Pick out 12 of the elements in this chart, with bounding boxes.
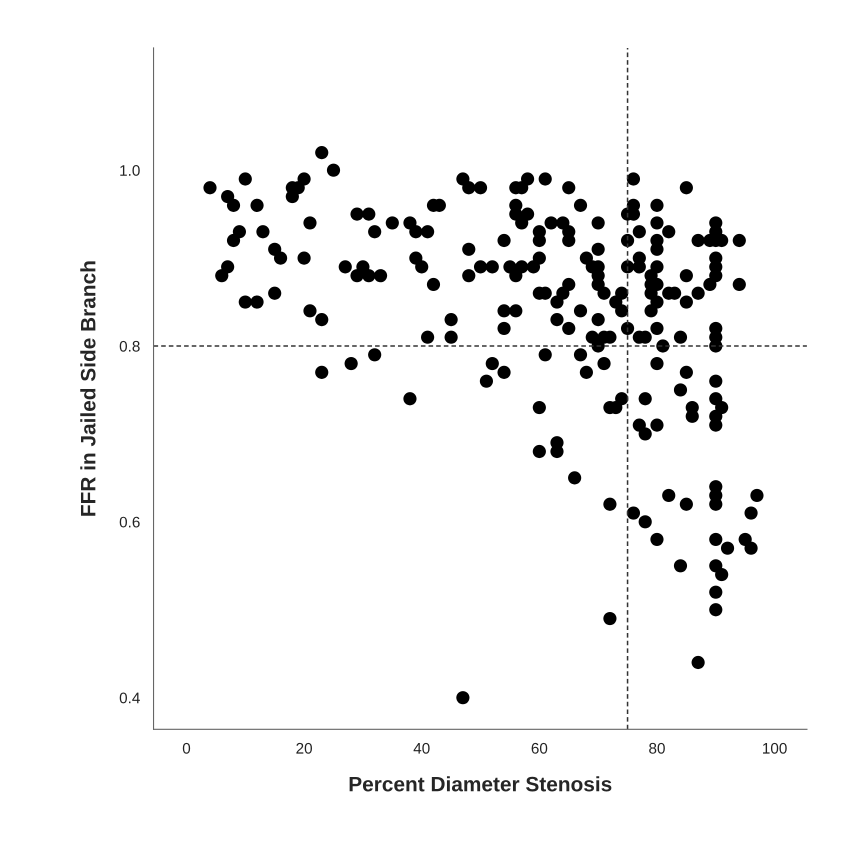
- x-tick-label: 80: [649, 742, 665, 754]
- y-tick-label: 1.0: [120, 165, 140, 176]
- x-tick-label: 60: [532, 742, 548, 754]
- x-tick-label: 20: [296, 742, 312, 754]
- y-axis-title: FFR in Jailed Side Branch: [80, 261, 96, 516]
- x-tick-label: 100: [763, 742, 787, 754]
- x-axis-title: Percent Diameter Stenosis: [350, 776, 612, 792]
- y-tick-label: 0.6: [120, 516, 140, 528]
- y-tick-label: 0.8: [120, 340, 140, 352]
- y-tick-label: 0.4: [120, 692, 140, 704]
- x-tick-label: 0: [182, 742, 190, 754]
- x-tick-label: 40: [414, 742, 430, 754]
